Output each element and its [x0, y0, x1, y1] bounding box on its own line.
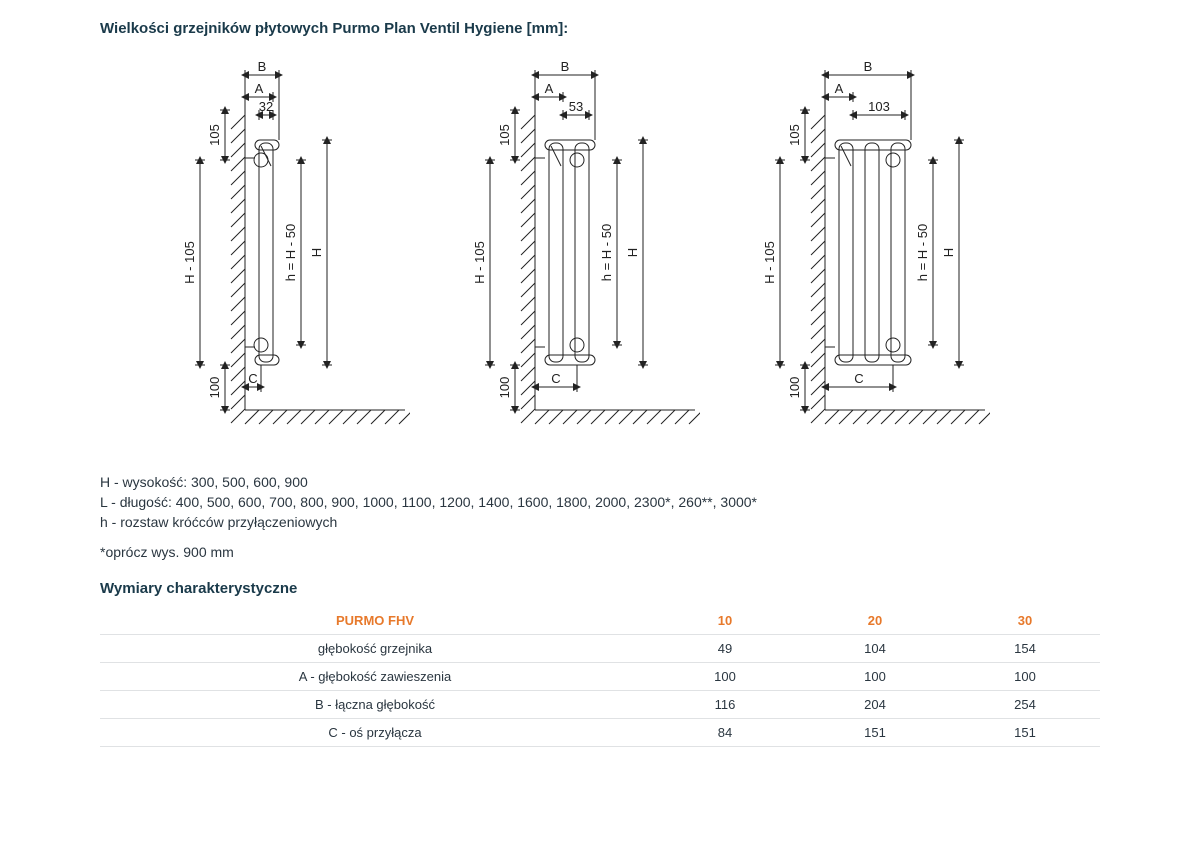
table-cell: 49: [650, 635, 800, 663]
spec-table: PURMO FHV 10 20 30 głębokość grzejnika49…: [100, 607, 1100, 747]
table-row-label: B - łączna głębokość: [100, 691, 650, 719]
svg-text:32: 32: [259, 99, 273, 114]
table-row: A - głębokość zawieszenia100100100: [100, 663, 1100, 691]
svg-text:105: 105: [497, 124, 512, 146]
table-cell: 100: [650, 663, 800, 691]
svg-text:100: 100: [207, 377, 222, 399]
svg-text:H - 105: H - 105: [472, 241, 487, 284]
table-col-1: 20: [800, 607, 950, 635]
table-cell: 204: [800, 691, 950, 719]
desc-footnote: *oprócz wys. 900 mm: [100, 544, 1100, 560]
diagram-2: BA 53 105 H - 105 100 h = H - 50 H C: [440, 55, 700, 450]
svg-text:C: C: [248, 371, 257, 386]
description: H - wysokość: 300, 500, 600, 900 L - dłu…: [100, 474, 1100, 560]
svg-text:100: 100: [787, 377, 802, 399]
diagram-3: B A 103 105 H - 105 100 h = H - 50 H C: [730, 55, 990, 450]
svg-text:105: 105: [207, 124, 222, 146]
svg-text:105: 105: [787, 124, 802, 146]
desc-L: L - długość: 400, 500, 600, 700, 800, 90…: [100, 494, 1100, 510]
svg-text:A: A: [255, 81, 264, 96]
desc-H: H - wysokość: 300, 500, 600, 900: [100, 474, 1100, 490]
svg-text:C: C: [551, 371, 560, 386]
desc-h: h - rozstaw króćców przyłączeniowych: [100, 514, 1100, 530]
svg-text:h = H - 50: h = H - 50: [283, 224, 298, 281]
table-cell: 116: [650, 691, 800, 719]
table-header-row: PURMO FHV 10 20 30: [100, 607, 1100, 635]
table-cell: 254: [950, 691, 1100, 719]
svg-text:h = H - 50: h = H - 50: [599, 224, 614, 281]
table-row-label: C - oś przyłącza: [100, 719, 650, 747]
page-title: Wielkości grzejników płytowych Purmo Pla…: [100, 20, 1100, 37]
table-row: B - łączna głębokość116204254: [100, 691, 1100, 719]
diagram-row: BA32105H - 105100h = H - 50HC BA53105H -…: [150, 55, 1100, 450]
subtitle: Wymiary charakterystyczne: [100, 580, 1100, 597]
svg-text:H: H: [309, 248, 324, 257]
table-header-label: PURMO FHV: [100, 607, 650, 635]
svg-text:A: A: [835, 81, 844, 96]
table-cell: 151: [950, 719, 1100, 747]
table-cell: 100: [950, 663, 1100, 691]
table-row-label: głębokość grzejnika: [100, 635, 650, 663]
table-col-0: 10: [650, 607, 800, 635]
table-row: C - oś przyłącza84151151: [100, 719, 1100, 747]
svg-text:A: A: [545, 81, 554, 96]
table-row-label: A - głębokość zawieszenia: [100, 663, 650, 691]
svg-text:C: C: [854, 371, 863, 386]
table-row: głębokość grzejnika49104154: [100, 635, 1100, 663]
table-col-2: 30: [950, 607, 1100, 635]
svg-text:H: H: [941, 248, 956, 257]
svg-text:100: 100: [497, 377, 512, 399]
svg-text:B: B: [258, 59, 267, 74]
table-cell: 104: [800, 635, 950, 663]
table-cell: 100: [800, 663, 950, 691]
svg-text:H - 105: H - 105: [182, 241, 197, 284]
table-cell: 84: [650, 719, 800, 747]
svg-text:103: 103: [868, 99, 890, 114]
svg-text:H: H: [625, 248, 640, 257]
table-cell: 151: [800, 719, 950, 747]
svg-text:H - 105: H - 105: [762, 241, 777, 284]
svg-text:h = H - 50: h = H - 50: [915, 224, 930, 281]
svg-text:B: B: [561, 59, 570, 74]
svg-text:53: 53: [569, 99, 583, 114]
diagram-1: BA 32 105 H - 105 100 h = H - 50 H C: [150, 55, 410, 450]
svg-text:B: B: [864, 59, 873, 74]
table-cell: 154: [950, 635, 1100, 663]
